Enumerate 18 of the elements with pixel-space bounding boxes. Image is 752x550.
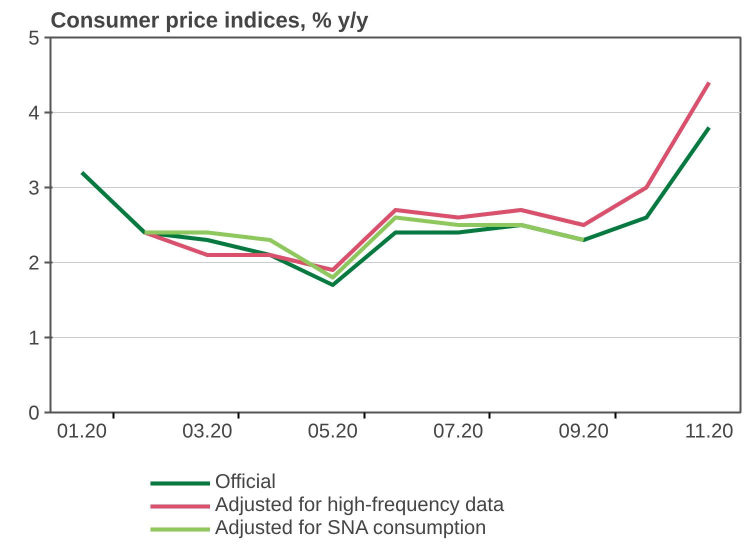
- chart-title: Consumer price indices, % y/y: [50, 8, 370, 32]
- x-tick-label: 07.20: [433, 420, 484, 442]
- line-series: [142, 216, 586, 280]
- legend-label: Adjusted for high-frequency data: [215, 494, 504, 517]
- y-tick-label: 0: [28, 402, 40, 424]
- legend-label: Official: [215, 471, 276, 494]
- x-tick-label: 01.20: [56, 420, 107, 442]
- y-tick-label: 1: [28, 328, 40, 350]
- x-tick-label: 09.20: [558, 420, 609, 442]
- y-tick-label: 4: [28, 102, 40, 124]
- y-tick-label: 2: [28, 252, 40, 274]
- y-tick-label: 3: [28, 178, 40, 200]
- x-tick-label: 11.20: [684, 420, 734, 442]
- x-tick-label: 05.20: [308, 420, 358, 442]
- line-series: [142, 80, 712, 272]
- legend-label: Adjusted for SNA consumption: [215, 517, 486, 540]
- x-tick-label: 03.20: [182, 420, 232, 442]
- y-tick-label: 5: [28, 28, 40, 50]
